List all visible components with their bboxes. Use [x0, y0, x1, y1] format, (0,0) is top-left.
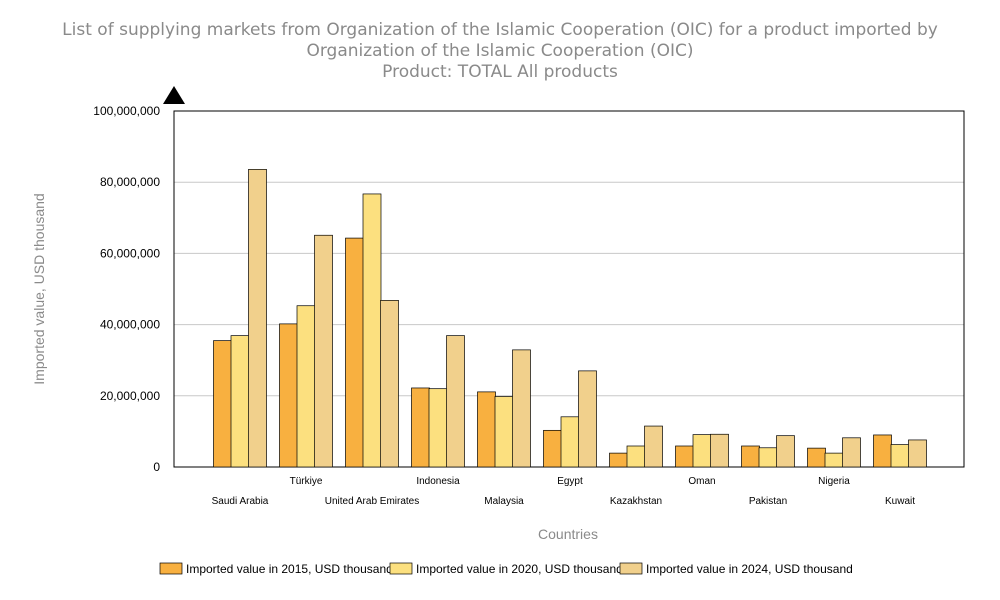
bar	[380, 300, 399, 468]
x-tick-label: Kazakhstan	[610, 496, 662, 507]
bar	[644, 425, 663, 468]
y-axis-ticks: 0 20,000,000 40,000,000 60,000,000 80,000,00…	[93, 104, 160, 474]
bar	[776, 435, 795, 468]
bar	[890, 444, 910, 468]
bar	[494, 396, 514, 468]
legend-swatch	[389, 562, 413, 575]
bar	[873, 434, 892, 468]
x-tick-label: Nigeria	[818, 476, 850, 487]
legend-label: Imported value in 2015, USD thousand	[186, 562, 393, 576]
x-tick-label: Saudi Arabia	[212, 496, 269, 507]
legend-label: Imported value in 2020, USD thousand	[416, 562, 623, 576]
y-axis-label: Imported value, USD thousand	[31, 193, 47, 384]
bar	[710, 433, 729, 468]
x-tick-label: Pakistan	[749, 496, 787, 507]
bar	[512, 349, 531, 468]
y-tick-label: 80,000,000	[100, 175, 160, 189]
y-tick-label: 20,000,000	[100, 389, 160, 403]
chart-title-line: Product: TOTAL All products	[382, 62, 618, 82]
legend-label: Imported value in 2024, USD thousand	[646, 562, 853, 576]
bar	[345, 237, 364, 468]
x-axis-label: Countries	[538, 526, 598, 542]
bar	[741, 445, 760, 468]
legend: Imported value in 2015, USD thousand Impo…	[159, 562, 853, 576]
bar	[230, 335, 250, 468]
bar	[675, 445, 694, 468]
legend-swatch	[159, 562, 183, 575]
bar	[477, 391, 496, 468]
legend-swatch	[619, 562, 643, 575]
bar	[824, 452, 844, 468]
bar	[692, 434, 712, 468]
x-tick-label: Oman	[688, 476, 715, 487]
chart-title-line: List of supplying markets from Organizat…	[62, 20, 938, 40]
y-tick-label: 0	[153, 460, 160, 474]
bar	[213, 340, 232, 468]
x-tick-label: United Arab Emirates	[325, 496, 420, 507]
y-tick-label: 100,000,000	[93, 104, 160, 118]
bar	[609, 452, 628, 468]
bar	[560, 416, 580, 468]
x-tick-label: Kuwait	[885, 496, 915, 507]
x-tick-label: Malaysia	[484, 496, 524, 507]
bar	[314, 234, 333, 468]
bar	[807, 447, 826, 468]
chart-title-line: Organization of the Islamic Cooperation …	[306, 41, 693, 61]
x-tick-label: Indonesia	[416, 476, 460, 487]
bar	[543, 429, 562, 468]
bar	[428, 388, 448, 468]
bar	[411, 387, 430, 468]
bar	[248, 169, 267, 468]
y-tick-label: 60,000,000	[100, 246, 160, 260]
bar	[279, 323, 298, 468]
bar	[758, 447, 778, 468]
y-axis-arrow	[163, 86, 185, 104]
bar	[362, 193, 382, 468]
bar	[578, 370, 597, 468]
bar	[908, 439, 927, 468]
y-tick-label: 40,000,000	[100, 318, 160, 332]
x-tick-label: Türkiye	[290, 476, 323, 487]
chart-title: List of supplying markets from Organizat…	[62, 20, 938, 82]
bars	[213, 169, 927, 468]
bar	[296, 305, 316, 468]
bar	[446, 335, 465, 468]
bar	[626, 445, 646, 468]
x-tick-label: Egypt	[557, 476, 583, 487]
bar	[842, 437, 861, 468]
